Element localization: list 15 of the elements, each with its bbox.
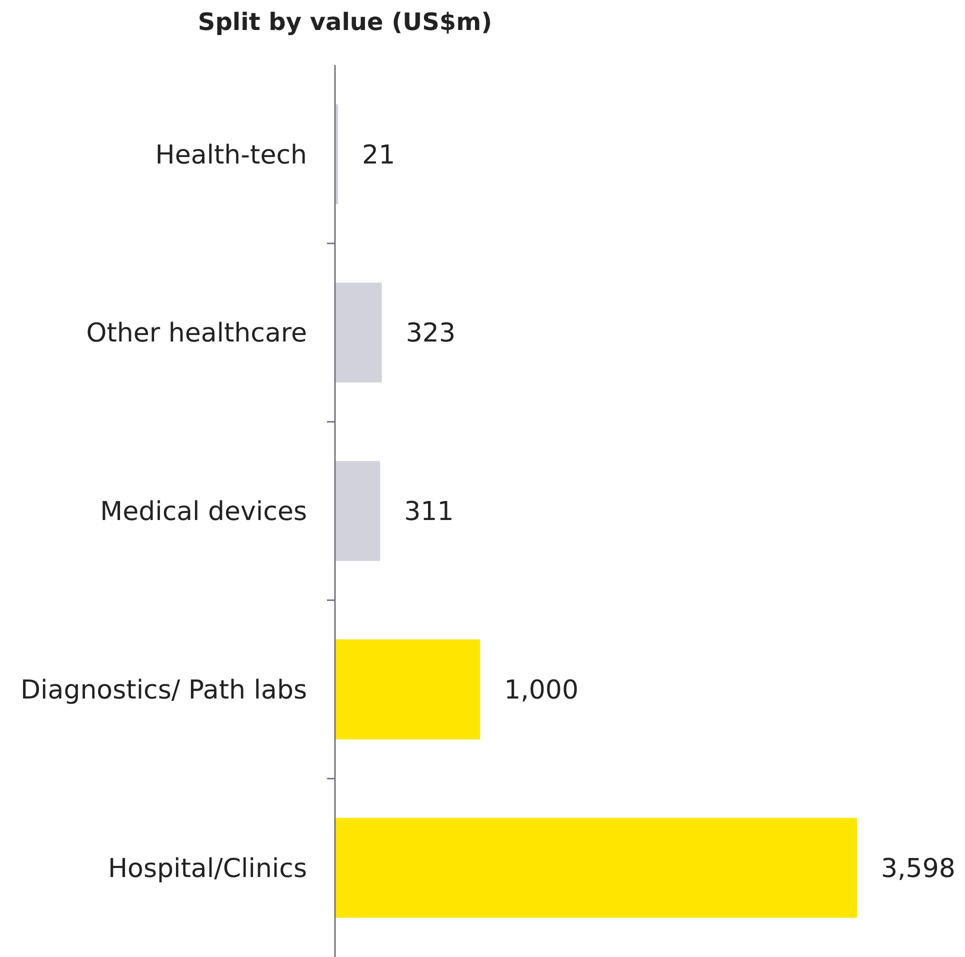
y-tick-label: Health-tech bbox=[155, 140, 307, 170]
bar bbox=[335, 461, 380, 561]
bar bbox=[335, 282, 382, 383]
data-label: 1,000 bbox=[504, 676, 579, 706]
data-label: 21 bbox=[362, 140, 396, 170]
data-label: 311 bbox=[404, 497, 454, 528]
bar bbox=[335, 639, 480, 740]
y-tick-label: Hospital/Clinics bbox=[108, 854, 307, 884]
y-tick-label: Other healthcare bbox=[86, 318, 307, 349]
chart-title: Split by value (US$m) bbox=[198, 8, 492, 36]
data-label: 3,598 bbox=[881, 854, 956, 884]
data-label: 323 bbox=[406, 318, 456, 349]
y-tick-label: Medical devices bbox=[100, 497, 307, 528]
bar bbox=[335, 818, 857, 918]
y-tick-label: Diagnostics/ Path labs bbox=[20, 676, 307, 706]
